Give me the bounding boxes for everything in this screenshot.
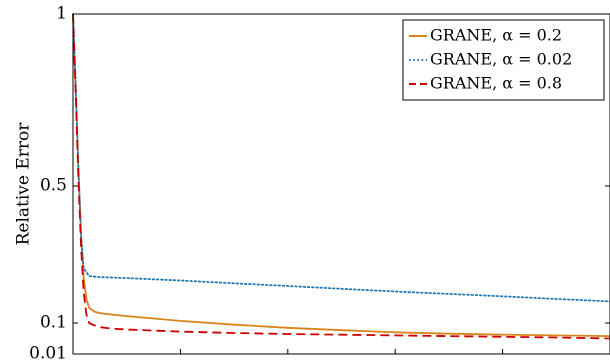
legend-label-2: GRANE, α = 0.02 bbox=[430, 50, 572, 69]
y-axis-ticks: 0.01 0.1 0.5 1 bbox=[29, 4, 610, 362]
series-line-2 bbox=[72, 13, 610, 303]
y-tick-label: 0.5 bbox=[40, 176, 67, 196]
y-tick-label: 1 bbox=[56, 4, 67, 24]
legend-items: GRANE, α = 0.2 GRANE, α = 0.02 GRANE, α = … bbox=[409, 26, 572, 93]
legend-label-3: GRANE, α = 0.8 bbox=[430, 74, 562, 93]
x-axis-ticks bbox=[72, 349, 610, 354]
legend-label-1: GRANE, α = 0.2 bbox=[430, 26, 562, 45]
y-tick-label: 0.01 bbox=[29, 344, 67, 362]
y-tick-label: 0.1 bbox=[40, 313, 67, 333]
y-axis-label: Relative Error bbox=[14, 122, 34, 246]
plot-area-frame bbox=[72, 13, 610, 355]
series-line-3 bbox=[72, 13, 610, 340]
legend-box bbox=[402, 19, 605, 101]
legend: GRANE, α = 0.2 GRANE, α = 0.02 GRANE, α = … bbox=[402, 19, 605, 101]
series-layer bbox=[72, 13, 610, 340]
